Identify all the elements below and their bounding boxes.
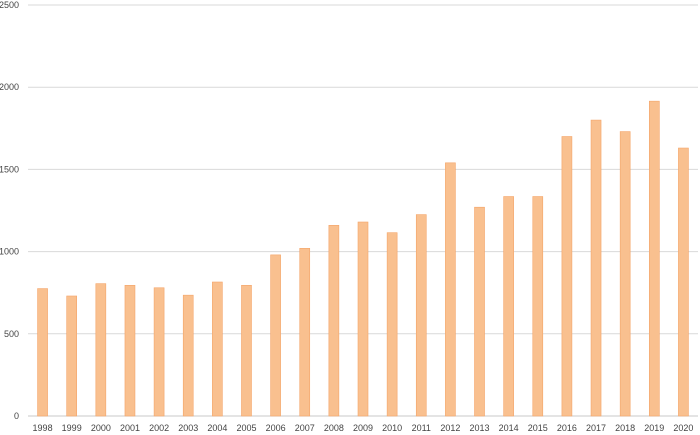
bars	[37, 100, 689, 417]
bar-2008	[328, 225, 340, 417]
x-axis-ticks: 1998 1999 2000 2001 2002 2003 2004 2005 2006 2007…	[33, 423, 694, 433]
bar-2016	[561, 136, 573, 417]
x-tick-label: 2011	[412, 423, 431, 433]
x-tick-label: 2016	[557, 423, 577, 433]
bar-1998	[37, 288, 48, 417]
x-tick-label: 2014	[499, 423, 519, 433]
bar-2015	[532, 196, 544, 417]
bar-2007	[299, 248, 311, 417]
y-tick-label: 500	[4, 329, 19, 339]
bar-2012	[445, 162, 456, 417]
bar-2002	[153, 287, 165, 417]
bar-2011	[415, 214, 427, 417]
bar-2014	[503, 196, 514, 417]
x-tick-label: 2002	[149, 423, 169, 433]
bar-2018	[619, 131, 631, 417]
x-tick-label: 1999	[62, 423, 82, 433]
x-tick-label: 2001	[120, 423, 140, 433]
x-tick-label: 2005	[236, 423, 256, 433]
x-tick-label: 2008	[324, 423, 344, 433]
bar-2017	[590, 119, 602, 417]
bar-2009	[357, 221, 369, 417]
bar-2004	[212, 281, 223, 417]
y-tick-label: 0	[14, 411, 19, 421]
x-tick-label: 2017	[586, 423, 606, 433]
bar-2013	[474, 206, 485, 417]
x-tick-label: 2009	[353, 423, 373, 433]
x-tick-label: 2000	[91, 423, 111, 433]
x-tick-label: 2007	[295, 423, 315, 433]
bar-2019	[648, 100, 660, 417]
x-tick-label: 2010	[382, 423, 402, 433]
bar-2006	[270, 254, 281, 417]
x-tick-label: 2003	[178, 423, 198, 433]
x-tick-label: 2013	[470, 423, 490, 433]
x-tick-label: 2004	[207, 423, 227, 433]
y-axis-ticks: 0 500 1000 1500 2000 2500	[0, 0, 19, 421]
bar-2005	[241, 284, 252, 417]
y-tick-label: 2000	[0, 82, 19, 92]
x-tick-label: 2018	[615, 423, 635, 433]
x-tick-label: 2019	[644, 423, 664, 433]
bar-1999	[66, 295, 77, 417]
x-tick-label: 2015	[528, 423, 548, 433]
bar-2010	[386, 232, 398, 417]
y-tick-label: 1500	[0, 164, 19, 174]
x-tick-label: 2012	[440, 423, 460, 433]
x-tick-label: 2006	[266, 423, 286, 433]
bar-2001	[124, 284, 136, 417]
bar-2020	[678, 147, 689, 417]
y-tick-label: 2500	[0, 0, 19, 10]
bar-2003	[182, 294, 194, 417]
bar-2000	[95, 283, 107, 417]
x-tick-label: 2020	[673, 423, 693, 433]
x-tick-label: 1998	[33, 423, 53, 433]
y-tick-label: 1000	[0, 247, 19, 257]
